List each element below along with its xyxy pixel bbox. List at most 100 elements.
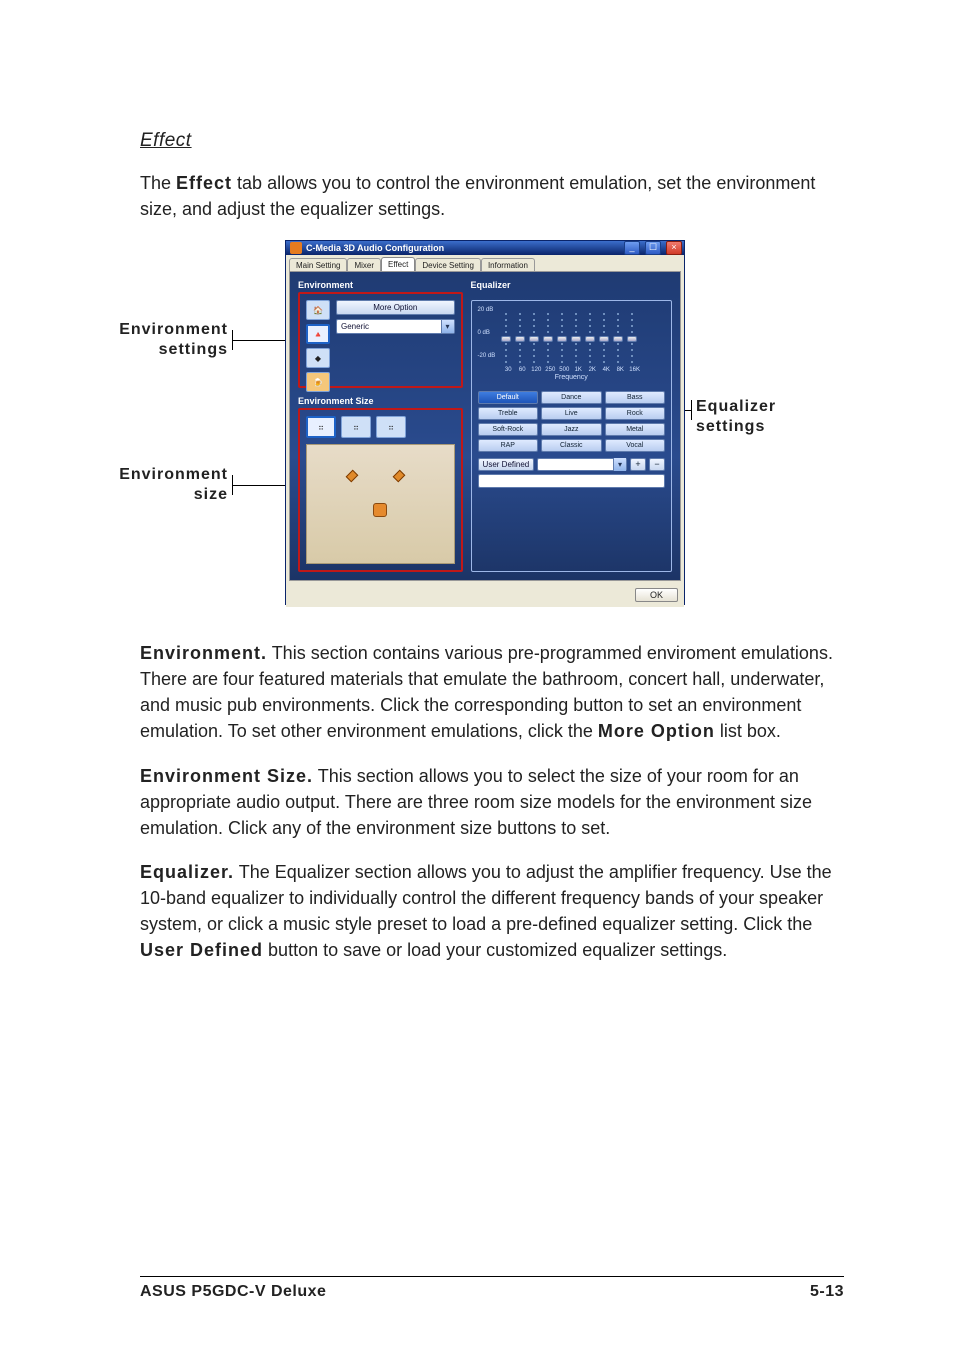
preset-metal[interactable]: Metal — [605, 423, 665, 436]
callout-eq: Equalizer settings — [696, 397, 836, 437]
preset-bass[interactable]: Bass — [605, 391, 665, 404]
app-icon — [290, 242, 302, 254]
preset-default[interactable]: Default — [478, 391, 538, 404]
callout-env-settings: Environment settings — [98, 320, 228, 360]
eq-y-axis: 20 dB 0 dB -20 dB — [478, 307, 498, 359]
eq-slider-8K[interactable] — [613, 313, 623, 365]
user-defined-edit[interactable] — [478, 474, 665, 488]
right-column: Equalizer 20 dB 0 dB -20 dB 306012025050… — [471, 280, 672, 572]
titlebar[interactable]: C-Media 3D Audio Configuration _ ☐ × — [286, 241, 684, 255]
minimize-button[interactable]: _ — [624, 241, 640, 255]
preset-vocal[interactable]: Vocal — [605, 439, 665, 452]
env-bathroom-icon[interactable]: 🏠 — [306, 300, 330, 320]
eq-slider-1K[interactable] — [571, 313, 581, 365]
eq-y-m20: -20 dB — [478, 353, 496, 359]
callout-eq-l2: settings — [696, 418, 765, 435]
room-preview — [306, 444, 455, 564]
environment-post: list box. — [715, 721, 781, 741]
close-button[interactable]: × — [666, 241, 682, 255]
callout-size-l2: size — [194, 486, 228, 503]
dialog-button-row: OK — [286, 584, 684, 607]
preset-remove-button[interactable]: − — [649, 458, 665, 471]
left-column: Environment 🏠 🔺 ◆ 🍺 More Opt — [298, 280, 463, 572]
intro-bold: Effect — [176, 173, 232, 193]
eq-slider-120[interactable] — [529, 313, 539, 365]
size-small-button[interactable]: ⠶ — [306, 416, 336, 438]
env-size-paragraph: Environment Size. This section allows yo… — [140, 763, 844, 841]
size-medium-button[interactable]: ⠶ — [341, 416, 371, 438]
eq-slider-250[interactable] — [543, 313, 553, 365]
preset-rock[interactable]: Rock — [605, 407, 665, 420]
eq-x-axis: 30601202505001K2K4K8K16K — [478, 367, 665, 373]
eq-y-0: 0 dB — [478, 330, 496, 336]
eq-x-label: 250 — [545, 367, 555, 373]
size-buttons: ⠶ ⠶ ⠶ — [306, 416, 455, 438]
figure-wrapper: Environment settings Environment size Eq… — [140, 240, 840, 610]
tab-information[interactable]: Information — [481, 258, 535, 272]
maximize-button[interactable]: ☐ — [645, 241, 661, 255]
tab-main-setting[interactable]: Main Setting — [289, 258, 347, 272]
footer-product: ASUS P5GDC-V Deluxe — [140, 1283, 326, 1301]
callout-size-l1: Environment — [119, 466, 228, 483]
eq-slider-16K[interactable] — [627, 313, 637, 365]
callout-size: Environment size — [98, 465, 228, 505]
user-defined-button[interactable]: User Defined — [478, 458, 535, 471]
page-footer: ASUS P5GDC-V Deluxe 5-13 — [140, 1276, 844, 1301]
tab-effect[interactable]: Effect — [381, 257, 415, 271]
environment-paragraph: Environment. This section contains vario… — [140, 640, 844, 744]
eq-slider-60[interactable] — [515, 313, 525, 365]
eq-slider-2K[interactable] — [585, 313, 595, 365]
more-option-button[interactable]: More Option — [336, 300, 455, 315]
env-musicpub-icon[interactable]: 🍺 — [306, 372, 330, 392]
env-icon-column: 🏠 🔺 ◆ 🍺 — [306, 300, 330, 392]
user-defined-row: User Defined ▾ + − — [478, 458, 665, 471]
preset-soft-rock[interactable]: Soft-Rock — [478, 423, 538, 436]
equalizer-label: Equalizer — [471, 280, 672, 290]
speaker-icon — [346, 470, 359, 483]
env-size-label: Environment Size — [298, 396, 463, 406]
env-size-group: ⠶ ⠶ ⠶ — [298, 408, 463, 572]
preset-rap[interactable]: RAP — [478, 439, 538, 452]
env-top: 🏠 🔺 ◆ 🍺 More Option Generic ▾ — [306, 300, 455, 392]
callout-env-settings-l2: settings — [159, 341, 228, 358]
footer-page: 5-13 — [810, 1283, 844, 1301]
equalizer-post: button to save or load your customized e… — [263, 940, 727, 960]
tab-mixer[interactable]: Mixer — [347, 258, 381, 272]
preset-live[interactable]: Live — [541, 407, 601, 420]
eq-freq-label: Frequency — [478, 374, 665, 381]
chevron-down-icon[interactable]: ▾ — [613, 458, 626, 471]
window-title: C-Media 3D Audio Configuration — [306, 243, 619, 253]
environment-combo[interactable]: Generic ▾ — [336, 319, 455, 334]
env-size-section: Environment Size ⠶ ⠶ ⠶ — [298, 396, 463, 572]
preset-dance[interactable]: Dance — [541, 391, 601, 404]
preset-classic[interactable]: Classic — [541, 439, 601, 452]
preset-treble[interactable]: Treble — [478, 407, 538, 420]
callout-eq-cap — [691, 400, 692, 420]
speaker-icon — [393, 470, 406, 483]
environment-combo-value: Generic — [337, 322, 441, 331]
eq-y-20: 20 dB — [478, 307, 496, 313]
equalizer-bold: Equalizer. — [140, 862, 234, 882]
env-underwater-icon[interactable]: ◆ — [306, 348, 330, 368]
eq-x-label: 2K — [587, 367, 597, 373]
environment-section: Environment 🏠 🔺 ◆ 🍺 More Opt — [298, 280, 463, 388]
eq-x-label: 16K — [629, 367, 639, 373]
eq-slider-4K[interactable] — [599, 313, 609, 365]
tab-device-setting[interactable]: Device Setting — [415, 258, 481, 272]
eq-slider-area: 20 dB 0 dB -20 dB — [478, 307, 665, 365]
eq-slider-30[interactable] — [501, 313, 511, 365]
preset-add-button[interactable]: + — [630, 458, 646, 471]
user-defined-combo[interactable]: ▾ — [537, 458, 627, 471]
env-concert-icon[interactable]: 🔺 — [306, 324, 330, 344]
eq-slider-500[interactable] — [557, 313, 567, 365]
audio-config-window: C-Media 3D Audio Configuration _ ☐ × Mai… — [285, 240, 685, 605]
chevron-down-icon[interactable]: ▾ — [441, 320, 454, 333]
more-option-bold: More Option — [598, 721, 715, 741]
preset-jazz[interactable]: Jazz — [541, 423, 601, 436]
user-defined-bold: User Defined — [140, 940, 263, 960]
ok-button[interactable]: OK — [635, 588, 678, 602]
env-size-bold: Environment Size. — [140, 766, 313, 786]
size-large-button[interactable]: ⠶ — [376, 416, 406, 438]
intro-paragraph: The Effect tab allows you to control the… — [140, 170, 844, 222]
env-controls: More Option Generic ▾ — [336, 300, 455, 334]
